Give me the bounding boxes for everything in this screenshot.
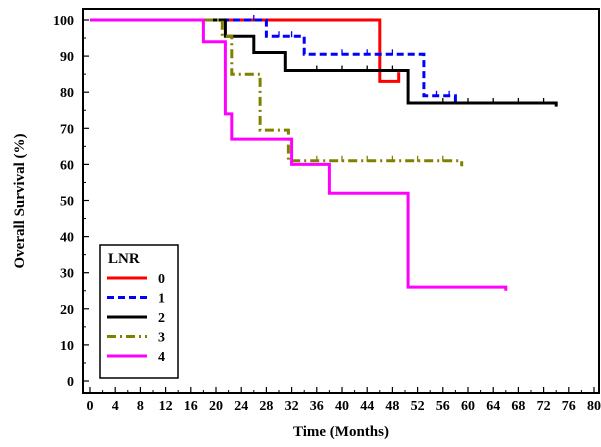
x-tick-label-40: 40	[335, 399, 349, 414]
y-tick-label-40: 40	[60, 231, 74, 246]
y-axis-title: Overall Survival (%)	[12, 134, 28, 269]
legend-label-3: 3	[158, 331, 165, 346]
x-tick-label-76: 76	[562, 399, 576, 414]
y-tick-label-30: 30	[60, 267, 74, 282]
x-tick-label-60: 60	[461, 399, 475, 414]
legend-label-2: 2	[158, 311, 165, 326]
x-tick-label-72: 72	[537, 399, 551, 414]
y-tick-label-50: 50	[60, 195, 74, 210]
y-tick-label-90: 90	[60, 50, 74, 65]
y-tick-label-10: 10	[60, 339, 74, 354]
x-tick-label-56: 56	[436, 399, 450, 414]
x-tick-label-32: 32	[285, 399, 299, 414]
series-2	[90, 18, 558, 107]
y-tick-label-80: 80	[60, 86, 74, 101]
series-line-0	[90, 18, 401, 83]
series-line-1	[90, 18, 457, 103]
series-4	[90, 18, 508, 291]
series-group	[90, 15, 558, 291]
y-tick-label-70: 70	[60, 122, 74, 137]
series-line-4	[90, 18, 508, 291]
x-tick-label-36: 36	[310, 399, 324, 414]
x-tick-label-20: 20	[209, 399, 223, 414]
x-tick-label-44: 44	[360, 399, 374, 414]
legend-group: LNR 0 1 2 3 4	[99, 244, 179, 379]
legend-label-1: 1	[158, 292, 165, 307]
x-tick-label-8: 8	[137, 399, 144, 414]
legend-title: LNR	[108, 251, 140, 267]
x-tick-label-4: 4	[112, 399, 119, 414]
series-line-3	[90, 18, 464, 167]
x-tick-label-48: 48	[385, 399, 399, 414]
x-tick-label-28: 28	[259, 399, 273, 414]
x-tick-label-52: 52	[411, 399, 425, 414]
series-line-2	[90, 18, 558, 107]
legend-label-4: 4	[158, 350, 165, 365]
legend-label-0: 0	[158, 272, 165, 287]
x-axis-title: Time (Months)	[293, 424, 389, 440]
x-tick-label-12: 12	[159, 399, 173, 414]
series-3	[90, 18, 464, 167]
series-1	[90, 15, 457, 103]
x-tick-label-0: 0	[87, 399, 94, 414]
y-tick-label-20: 20	[60, 303, 74, 318]
x-tick-label-24: 24	[234, 399, 248, 414]
y-tick-label-100: 100	[53, 14, 74, 29]
x-tick-label-16: 16	[184, 399, 198, 414]
y-tick-label-0: 0	[67, 375, 74, 390]
x-tick-label-80: 80	[587, 399, 601, 414]
series-0	[90, 18, 401, 83]
x-tick-label-64: 64	[486, 399, 500, 414]
axes-group: 0 4 8 12 16 20 24 28 32 36 40 44 48 52 56 60 64 68 72 76 800…	[12, 8, 601, 440]
x-tick-label-68: 68	[511, 399, 525, 414]
y-tick-label-60: 60	[60, 158, 74, 173]
